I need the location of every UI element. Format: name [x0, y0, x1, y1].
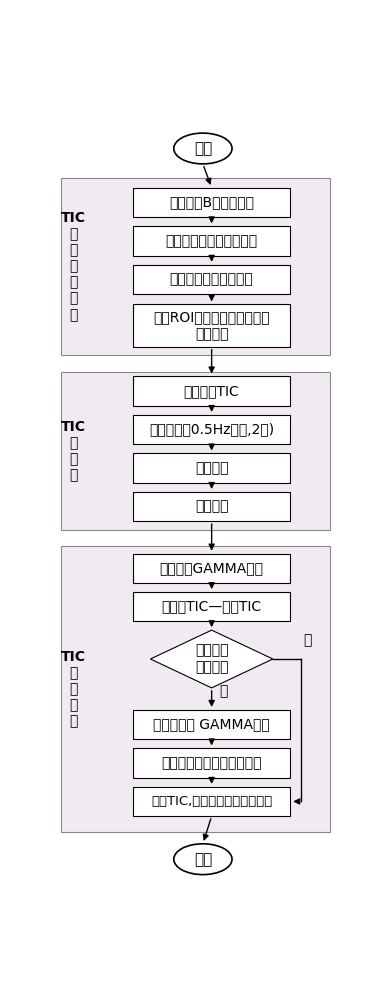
Text: 是: 是 [219, 684, 227, 698]
Text: 轴向、横向的偏移位移: 轴向、横向的偏移位移 [170, 272, 253, 286]
Text: 首次峰的GAMMA拟合: 首次峰的GAMMA拟合 [160, 561, 264, 575]
Text: 频域滤波（0.5Hz截止,2阶): 频域滤波（0.5Hz截止,2阶) [149, 423, 274, 437]
Text: 是否拟合
再循环峰: 是否拟合 再循环峰 [195, 643, 228, 675]
FancyBboxPatch shape [133, 415, 290, 444]
Text: 基线归零: 基线归零 [195, 500, 228, 514]
Ellipse shape [174, 133, 232, 164]
Text: 中值滤波: 中值滤波 [195, 461, 228, 475]
Ellipse shape [174, 844, 232, 875]
FancyBboxPatch shape [133, 710, 290, 739]
Text: 再循环峰的 GAMMA拟合: 再循环峰的 GAMMA拟合 [153, 717, 270, 731]
Text: TIC
双
峰
拟
合: TIC 双 峰 拟 合 [61, 650, 86, 728]
Text: 显示TIC,再循环拐点时刻及强度: 显示TIC,再循环拐点时刻及强度 [151, 795, 272, 808]
FancyBboxPatch shape [133, 226, 290, 256]
FancyBboxPatch shape [61, 546, 330, 832]
Polygon shape [150, 630, 273, 688]
Text: 开始: 开始 [194, 141, 212, 156]
FancyBboxPatch shape [61, 372, 330, 530]
FancyBboxPatch shape [133, 188, 290, 217]
Text: 结束: 结束 [194, 852, 212, 867]
FancyBboxPatch shape [133, 748, 290, 778]
Text: 快匹配运动补偿初始设置: 快匹配运动补偿初始设置 [165, 234, 258, 248]
Text: 拟合前TIC—拟合TIC: 拟合前TIC—拟合TIC [162, 600, 262, 614]
Text: 调取序列B超视频图像: 调取序列B超视频图像 [169, 195, 254, 209]
Text: TIC
呼
吸
运
动
补
偿: TIC 呼 吸 运 动 补 偿 [61, 211, 86, 322]
Text: 得到原始TIC: 得到原始TIC [184, 384, 240, 398]
FancyBboxPatch shape [61, 178, 330, 355]
FancyBboxPatch shape [133, 453, 290, 483]
FancyBboxPatch shape [133, 592, 290, 621]
FancyBboxPatch shape [133, 304, 290, 347]
FancyBboxPatch shape [133, 492, 290, 521]
FancyBboxPatch shape [133, 554, 290, 583]
FancyBboxPatch shape [133, 265, 290, 294]
Text: 首次峰与再循环峰时域叠加: 首次峰与再循环峰时域叠加 [161, 756, 262, 770]
Text: 选取ROI，进行轴向、横向的
运动补偿: 选取ROI，进行轴向、横向的 运动补偿 [153, 310, 270, 341]
FancyBboxPatch shape [133, 376, 290, 406]
Text: TIC
预
处
理: TIC 预 处 理 [61, 420, 86, 482]
FancyBboxPatch shape [133, 787, 290, 816]
Text: 否: 否 [303, 633, 312, 647]
